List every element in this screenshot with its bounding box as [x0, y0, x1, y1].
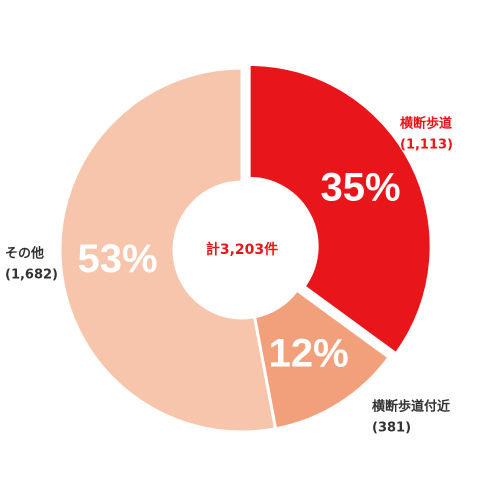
- percent-label: 12%: [269, 331, 349, 375]
- donut-slice: [58, 66, 278, 434]
- value-label: (1,113): [400, 138, 453, 153]
- category-label: 横断歩道: [400, 116, 452, 132]
- donut-slice: [252, 288, 392, 431]
- category-label: その他: [5, 246, 44, 262]
- value-label: (381): [372, 421, 411, 436]
- percent-label: 35%: [321, 165, 401, 209]
- category-label: 横断歩道付近: [372, 399, 450, 415]
- center-label: 計3,203件: [206, 241, 278, 258]
- donut-slice: [247, 62, 433, 356]
- percent-label: 53%: [78, 237, 158, 281]
- value-label: (1,682): [5, 268, 58, 283]
